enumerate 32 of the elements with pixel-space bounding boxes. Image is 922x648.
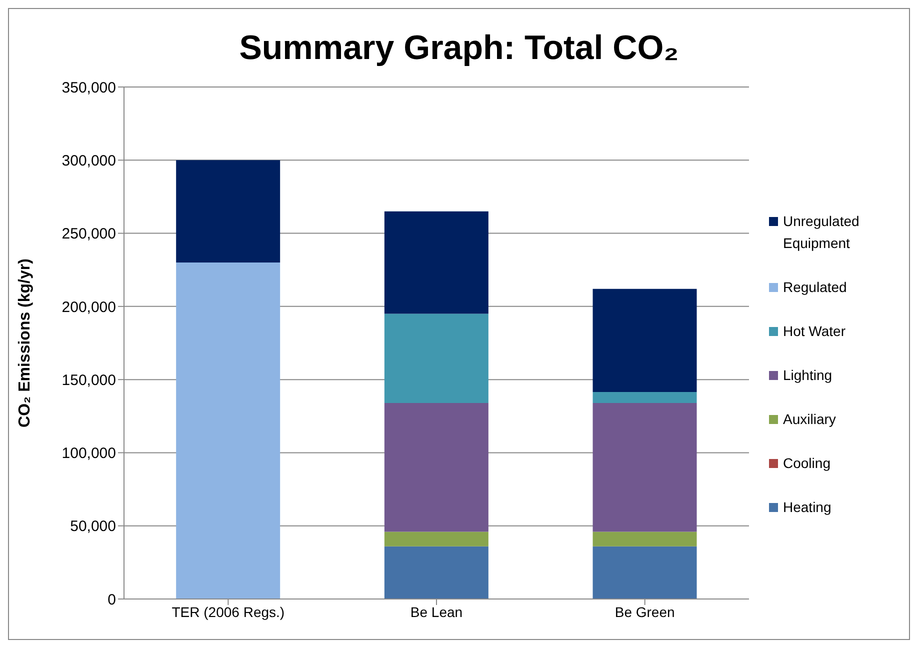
- legend-label: Heating: [783, 498, 832, 517]
- y-tick-label: 200,000: [62, 298, 116, 316]
- legend-label: Cooling: [783, 454, 830, 473]
- y-tick-label: 150,000: [62, 372, 116, 389]
- bar: [592, 532, 697, 546]
- bar: [384, 402, 488, 532]
- bar: [384, 314, 488, 403]
- legend-label: Unregulated Equipment: [783, 212, 860, 253]
- y-tick-label: 350,000: [62, 79, 116, 96]
- bar: [592, 546, 697, 599]
- bar: [592, 392, 697, 403]
- x-tick-label: Be Lean: [410, 604, 463, 620]
- chart-title: Summary Graph: Total CO₂: [238, 29, 680, 69]
- legend-label: Lighting: [783, 366, 832, 385]
- bar: [384, 211, 488, 314]
- bar: [592, 288, 697, 392]
- legend-label: Regulated: [783, 278, 847, 297]
- legend-label: Hot Water: [783, 322, 846, 341]
- y-tick-label: 0: [108, 591, 116, 608]
- y-tick-label: 250,000: [62, 226, 116, 243]
- bar: [176, 160, 280, 263]
- legend-label: Auxiliary: [783, 410, 836, 429]
- bar: [384, 546, 488, 599]
- x-tick-label: Be Green: [614, 604, 675, 620]
- bar: [176, 262, 280, 599]
- y-tick-label: 100,000: [62, 445, 116, 462]
- y-tick-label: 50,000: [70, 518, 116, 536]
- y-axis-title: CO₂ Emissions (kg/yr): [16, 258, 34, 428]
- bar: [592, 402, 697, 532]
- x-tick-label: TER (2006 Regs.): [172, 604, 285, 620]
- y-tick-label: 300,000: [62, 152, 116, 170]
- bar: [384, 532, 488, 546]
